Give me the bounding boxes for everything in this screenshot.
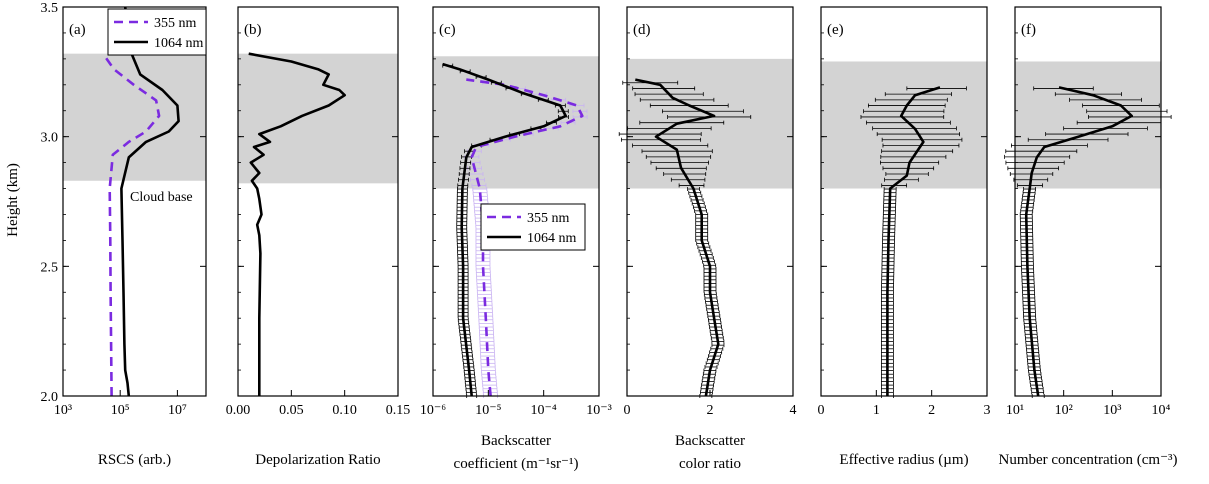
- x-tick-label: 2: [928, 403, 935, 418]
- plot-frame: [62, 6, 207, 397]
- x-tick-label: 2: [707, 403, 714, 418]
- x-axis-label: Number concentration (cm⁻³): [998, 452, 1177, 468]
- plot-frame: [237, 6, 399, 397]
- x-tick-label: 10³: [54, 403, 72, 418]
- x-axis-label-line2: color ratio: [679, 456, 741, 472]
- legend-label: 355 nm: [154, 16, 197, 31]
- cloud-layer-shading: [1015, 61, 1161, 189]
- series-line-1064-nm: [442, 62, 567, 397]
- plot-frame: [820, 6, 988, 397]
- legend-label: 1064 nm: [154, 36, 204, 51]
- series-line-profile: [886, 86, 941, 396]
- panel-label: (e): [827, 22, 844, 38]
- series-line-355-nm: [466, 78, 584, 397]
- x-tick-label: 10⁻³: [586, 403, 612, 418]
- series-line-profile: [635, 78, 720, 397]
- series-line-profile: [248, 52, 346, 396]
- plot-frame: [1014, 6, 1162, 397]
- x-tick-label: 10⁻⁴: [531, 403, 557, 418]
- y-tick-label: 2.0: [41, 390, 59, 405]
- y-axis-label: Height (km): [5, 163, 21, 237]
- legend-box: [107, 8, 207, 56]
- plot-frame: [432, 6, 600, 397]
- x-tick-label: 3: [984, 403, 991, 418]
- x-tick-label: 10³: [1103, 403, 1121, 418]
- cloud-layer-shading: [627, 58, 793, 189]
- panel-label: (a): [69, 22, 86, 38]
- panel-label: (c): [439, 22, 456, 38]
- legend-label: 355 nm: [527, 211, 570, 226]
- panel-label: (d): [633, 22, 651, 38]
- x-tick-label: 0.05: [279, 403, 304, 418]
- x-tick-label: 10²: [1055, 403, 1073, 418]
- legend-label: 1064 nm: [527, 231, 577, 246]
- panel-c: 10⁻⁶ 10⁻⁵ 10⁻⁴ 10⁻³ (c) Backscatter coefficien…: [420, 6, 612, 472]
- cloud-layer-shading: [821, 61, 987, 189]
- x-tick-label: 0.15: [386, 403, 411, 418]
- panel-f: 10¹ 10² 10³ 10⁴ (f) Number concentration (cm⁻…: [998, 6, 1178, 468]
- series-line-355-nm: [101, 52, 161, 397]
- x-tick-label: 0.00: [226, 403, 251, 418]
- x-axis-label: Backscatter: [675, 433, 745, 449]
- cloud-base-label: Cloud base: [130, 190, 193, 205]
- panel-label: (b): [244, 22, 262, 38]
- x-axis-label: Effective radius (µm): [839, 452, 968, 468]
- x-tick-label: 10⁻⁶: [420, 403, 446, 418]
- series-line-1064-nm: [120, 6, 180, 397]
- panel-d: 0 2 4 (d) Backscatter color ratio: [618, 6, 797, 472]
- legend-box: [480, 203, 586, 251]
- x-tick-label: 4: [790, 403, 797, 418]
- x-tick-label: 10⁷: [168, 403, 187, 418]
- x-tick-label: 0: [818, 403, 825, 418]
- x-tick-label: 1: [873, 403, 880, 418]
- cloud-layer-shading: [238, 53, 398, 184]
- x-axis-label-line2: coefficient (m⁻¹sr⁻¹): [454, 456, 579, 472]
- cloud-layer-shading: [63, 53, 206, 181]
- x-tick-label: 10⁵: [111, 403, 130, 418]
- panel-a: 2.0 2.5 3.0 3.5 10³ 10⁵ 10⁷ (a) RSCS (arb.) 355 n…: [41, 1, 207, 468]
- series-line-profile: [1024, 86, 1133, 397]
- x-tick-label: 0: [624, 403, 631, 418]
- x-axis-label: Depolarization Ratio: [255, 452, 380, 468]
- x-tick-label: 10⁴: [1152, 403, 1171, 418]
- x-axis-label: Backscatter: [481, 433, 551, 449]
- panel-label: (f): [1021, 22, 1036, 38]
- x-tick-label: 10⁻⁵: [475, 403, 501, 418]
- panel-e: 0 1 2 3 (e) Effective radius (µm): [818, 6, 991, 468]
- panel-b: 0.00 0.05 0.10 0.15 (b) Depolarization Ratio: [226, 6, 411, 468]
- x-tick-label: 0.10: [332, 403, 357, 418]
- x-tick-label: 10¹: [1006, 403, 1024, 418]
- x-axis-label: RSCS (arb.): [98, 452, 171, 468]
- y-tick-label: 3.0: [41, 131, 59, 146]
- y-tick-label: 2.5: [41, 260, 59, 275]
- y-tick-label: 3.5: [41, 1, 59, 16]
